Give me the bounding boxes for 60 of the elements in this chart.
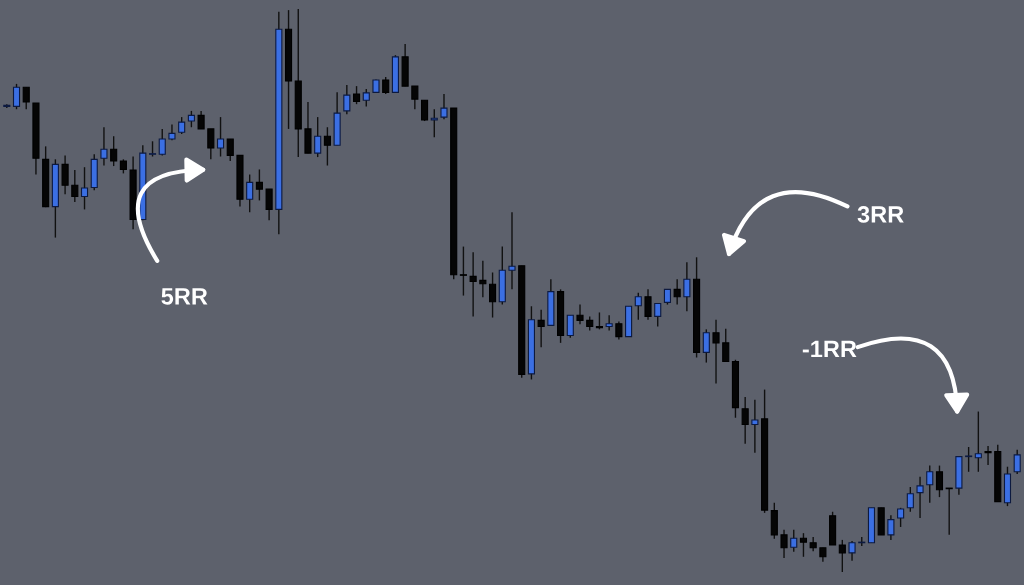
candlestick — [634, 292, 642, 321]
candlestick — [71, 169, 79, 203]
candlestick — [654, 302, 662, 328]
candlestick — [848, 540, 856, 562]
candlestick — [722, 328, 730, 363]
candlestick — [566, 314, 574, 339]
candlestick — [216, 116, 225, 158]
candlestick — [226, 138, 234, 162]
candlestick — [935, 464, 944, 498]
candlestick — [430, 108, 438, 139]
candlestick — [61, 154, 69, 195]
candlestick — [780, 529, 788, 559]
candlestick — [100, 126, 108, 167]
candlestick — [906, 486, 914, 513]
annotation: 3RR — [857, 206, 904, 223]
candlestick — [790, 529, 798, 553]
candlestick — [712, 319, 720, 385]
candlestick — [751, 399, 759, 454]
candlestick — [469, 251, 477, 318]
candlestick — [644, 288, 652, 321]
candlestick — [537, 308, 545, 349]
candlestick — [343, 84, 351, 115]
annotation: 5RR — [161, 288, 208, 305]
candlestick — [411, 85, 419, 110]
annotation: -1RR — [802, 340, 857, 358]
candlestick — [683, 261, 691, 313]
candlestick — [702, 328, 710, 364]
candlestick — [974, 410, 982, 473]
candlestick — [916, 476, 924, 519]
candlestick — [246, 173, 254, 213]
candlestick — [197, 110, 205, 130]
candlestick — [799, 532, 808, 558]
candlestick — [110, 135, 118, 167]
candlestick — [508, 211, 516, 291]
candlestick — [965, 446, 973, 473]
candlestick — [158, 128, 166, 157]
candlestick — [323, 126, 331, 167]
candlestick — [576, 303, 584, 325]
candlestick — [207, 128, 215, 161]
candlestick — [926, 464, 934, 504]
candlestick — [945, 487, 953, 536]
candlestick — [984, 445, 992, 466]
candlestick — [440, 93, 448, 121]
candlestick — [615, 320, 623, 341]
candlestick — [838, 539, 846, 572]
candlestick — [265, 188, 273, 221]
candlestick — [741, 396, 749, 445]
candlestick — [352, 85, 361, 105]
candlestick — [12, 83, 21, 110]
candlestick — [314, 116, 322, 158]
candlestick — [22, 86, 30, 110]
candlestick — [479, 259, 487, 298]
candlestick — [673, 278, 681, 306]
candlestick — [1013, 449, 1021, 475]
candlestick — [80, 166, 89, 211]
candlestick — [489, 271, 497, 319]
candlestick — [255, 168, 263, 202]
candlestick — [605, 314, 613, 332]
candlestick — [887, 514, 895, 541]
candlestick — [459, 245, 467, 297]
